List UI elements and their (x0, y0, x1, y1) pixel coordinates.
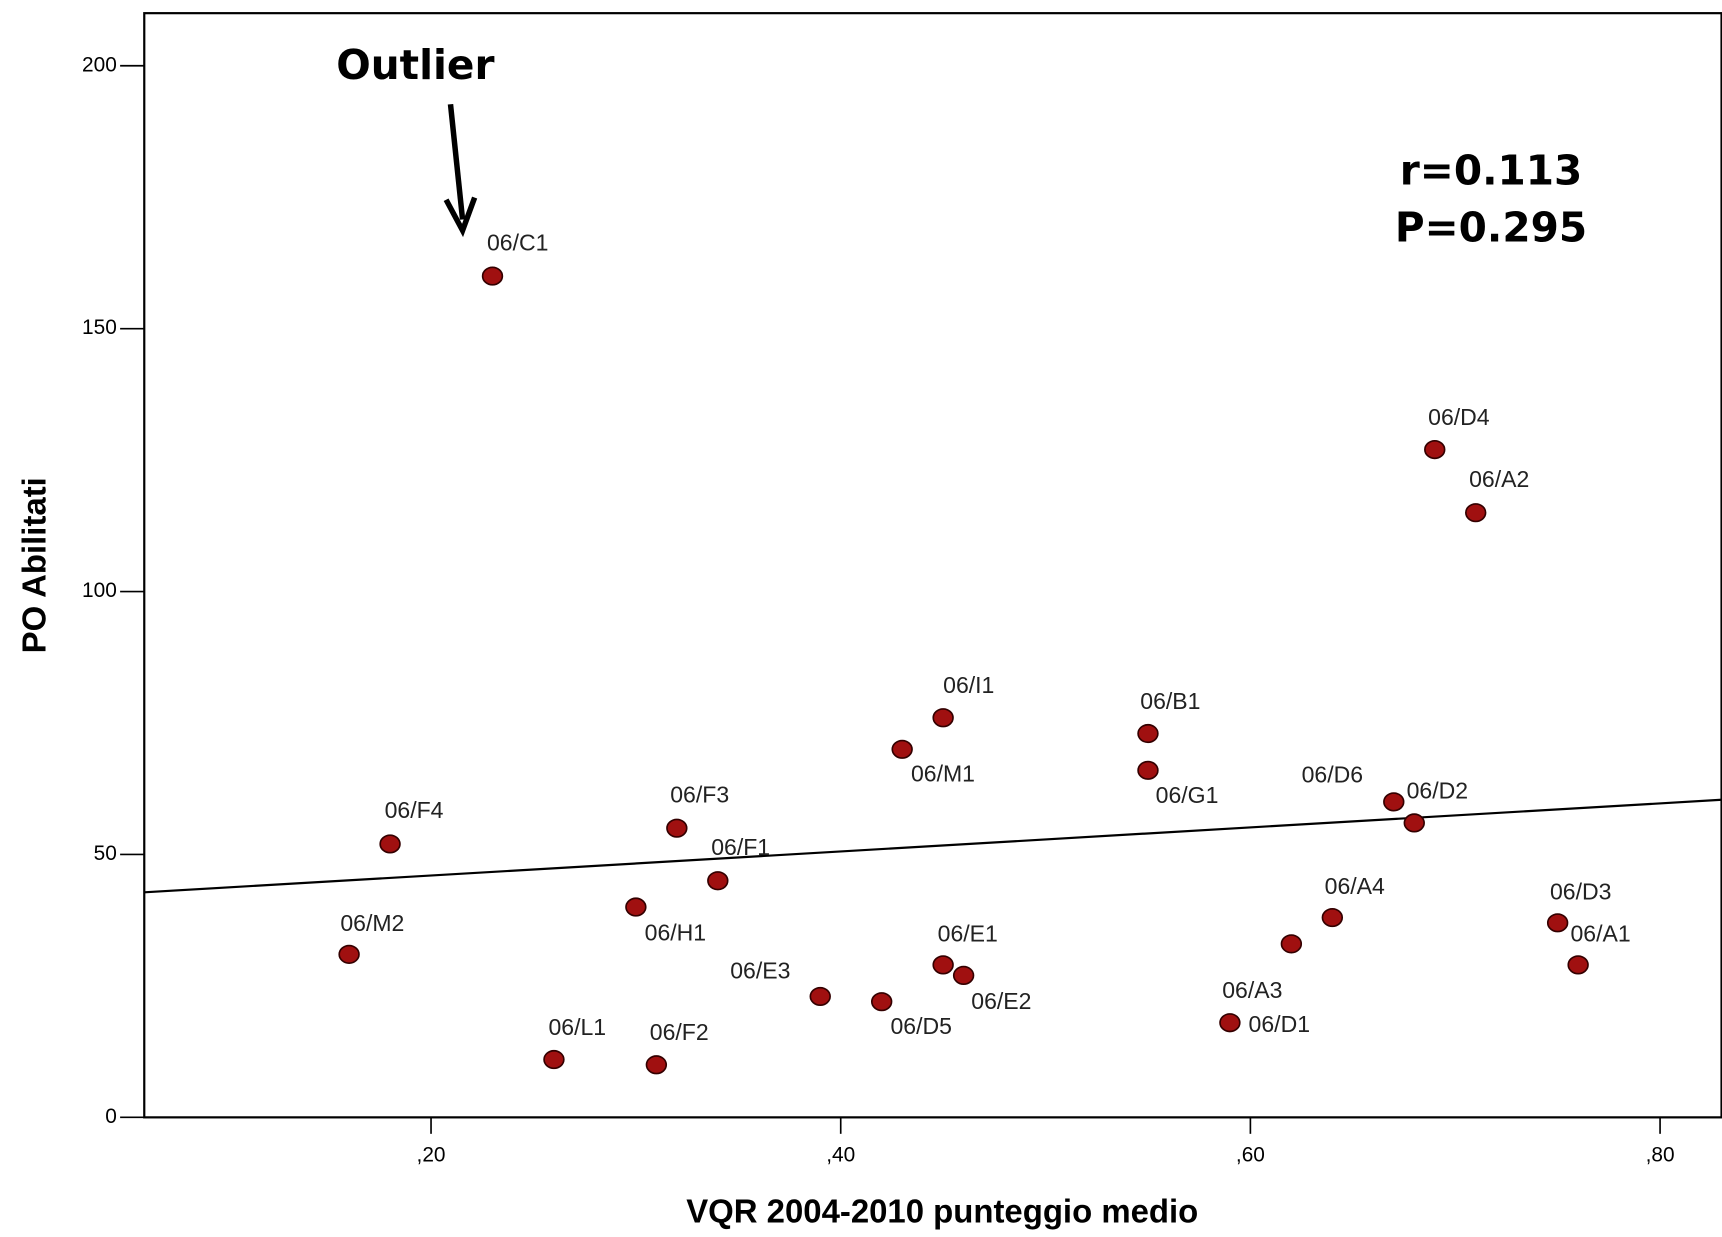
point-label: 06/A3 (1222, 977, 1282, 1003)
point-label: 06/F4 (385, 797, 444, 823)
point (1383, 792, 1405, 812)
y-tick-label: 100 (82, 579, 117, 602)
x-tick-label: ,80 (1646, 1143, 1675, 1166)
annotation: P=0.295 (1395, 203, 1587, 251)
y-tick-label: 150 (82, 316, 117, 339)
point-label: 06/D4 (1428, 404, 1490, 430)
point-label: 06/F1 (711, 834, 770, 860)
point (1137, 723, 1159, 744)
annotation: r=0.113 (1400, 146, 1583, 194)
point-label: 06/C1 (487, 229, 548, 255)
point (891, 739, 913, 759)
point-label: 06/A2 (1469, 466, 1529, 492)
point-label: 06/A1 (1570, 920, 1630, 946)
fit-line (144, 798, 1722, 894)
y-axis-title: PO Abilitati (15, 477, 52, 653)
y-tick-label: 0 (105, 1105, 117, 1128)
point-label: 06/M1 (911, 761, 975, 787)
x-tick-label: ,60 (1236, 1143, 1265, 1166)
y-tick-label: 200 (82, 53, 117, 76)
point-label: 06/F3 (670, 781, 729, 807)
point-label: 06/D2 (1407, 777, 1468, 803)
point (932, 708, 954, 728)
point (666, 818, 688, 838)
point-label: 06/I1 (943, 672, 994, 698)
point (379, 834, 401, 854)
point (1403, 813, 1425, 833)
point (543, 1049, 565, 1070)
point (1321, 907, 1344, 928)
annotation: Outlier (336, 41, 494, 89)
point-label: 06/E1 (938, 920, 998, 946)
x-tick-label: ,40 (826, 1143, 855, 1166)
point-label: 06/F2 (650, 1019, 709, 1045)
y-tick-label: 50 (94, 842, 117, 865)
point (932, 955, 954, 975)
point-label: 06/B1 (1140, 688, 1200, 714)
point (707, 871, 729, 891)
point (645, 1055, 668, 1075)
point (481, 266, 504, 286)
point-label: 06/M2 (340, 910, 404, 936)
point-label: 06/D6 (1302, 762, 1363, 788)
point-label: 06/L1 (548, 1014, 606, 1040)
point-label: 06/E3 (730, 957, 790, 983)
point-label: 06/E2 (971, 988, 1031, 1014)
point-label: 06/G1 (1156, 782, 1219, 808)
point (1424, 439, 1446, 460)
point (338, 944, 360, 964)
point (952, 965, 975, 985)
point (1465, 503, 1487, 523)
point (1546, 913, 1569, 933)
point-label: 06/D3 (1550, 878, 1611, 904)
point-label: 06/H1 (645, 920, 706, 946)
point-label: 06/D5 (890, 1013, 951, 1039)
point-label: 06/D1 (1249, 1011, 1310, 1037)
point (1219, 1013, 1241, 1033)
point (809, 986, 831, 1007)
point (1280, 934, 1303, 954)
arrow (443, 103, 478, 238)
point (870, 992, 893, 1012)
x-tick-label: ,20 (417, 1143, 446, 1166)
x-axis-title: VQR 2004-2010 punteggio medio (686, 1193, 1198, 1230)
point (1567, 955, 1589, 975)
point-label: 06/A4 (1325, 873, 1385, 899)
point (625, 897, 647, 917)
point (1137, 760, 1159, 780)
